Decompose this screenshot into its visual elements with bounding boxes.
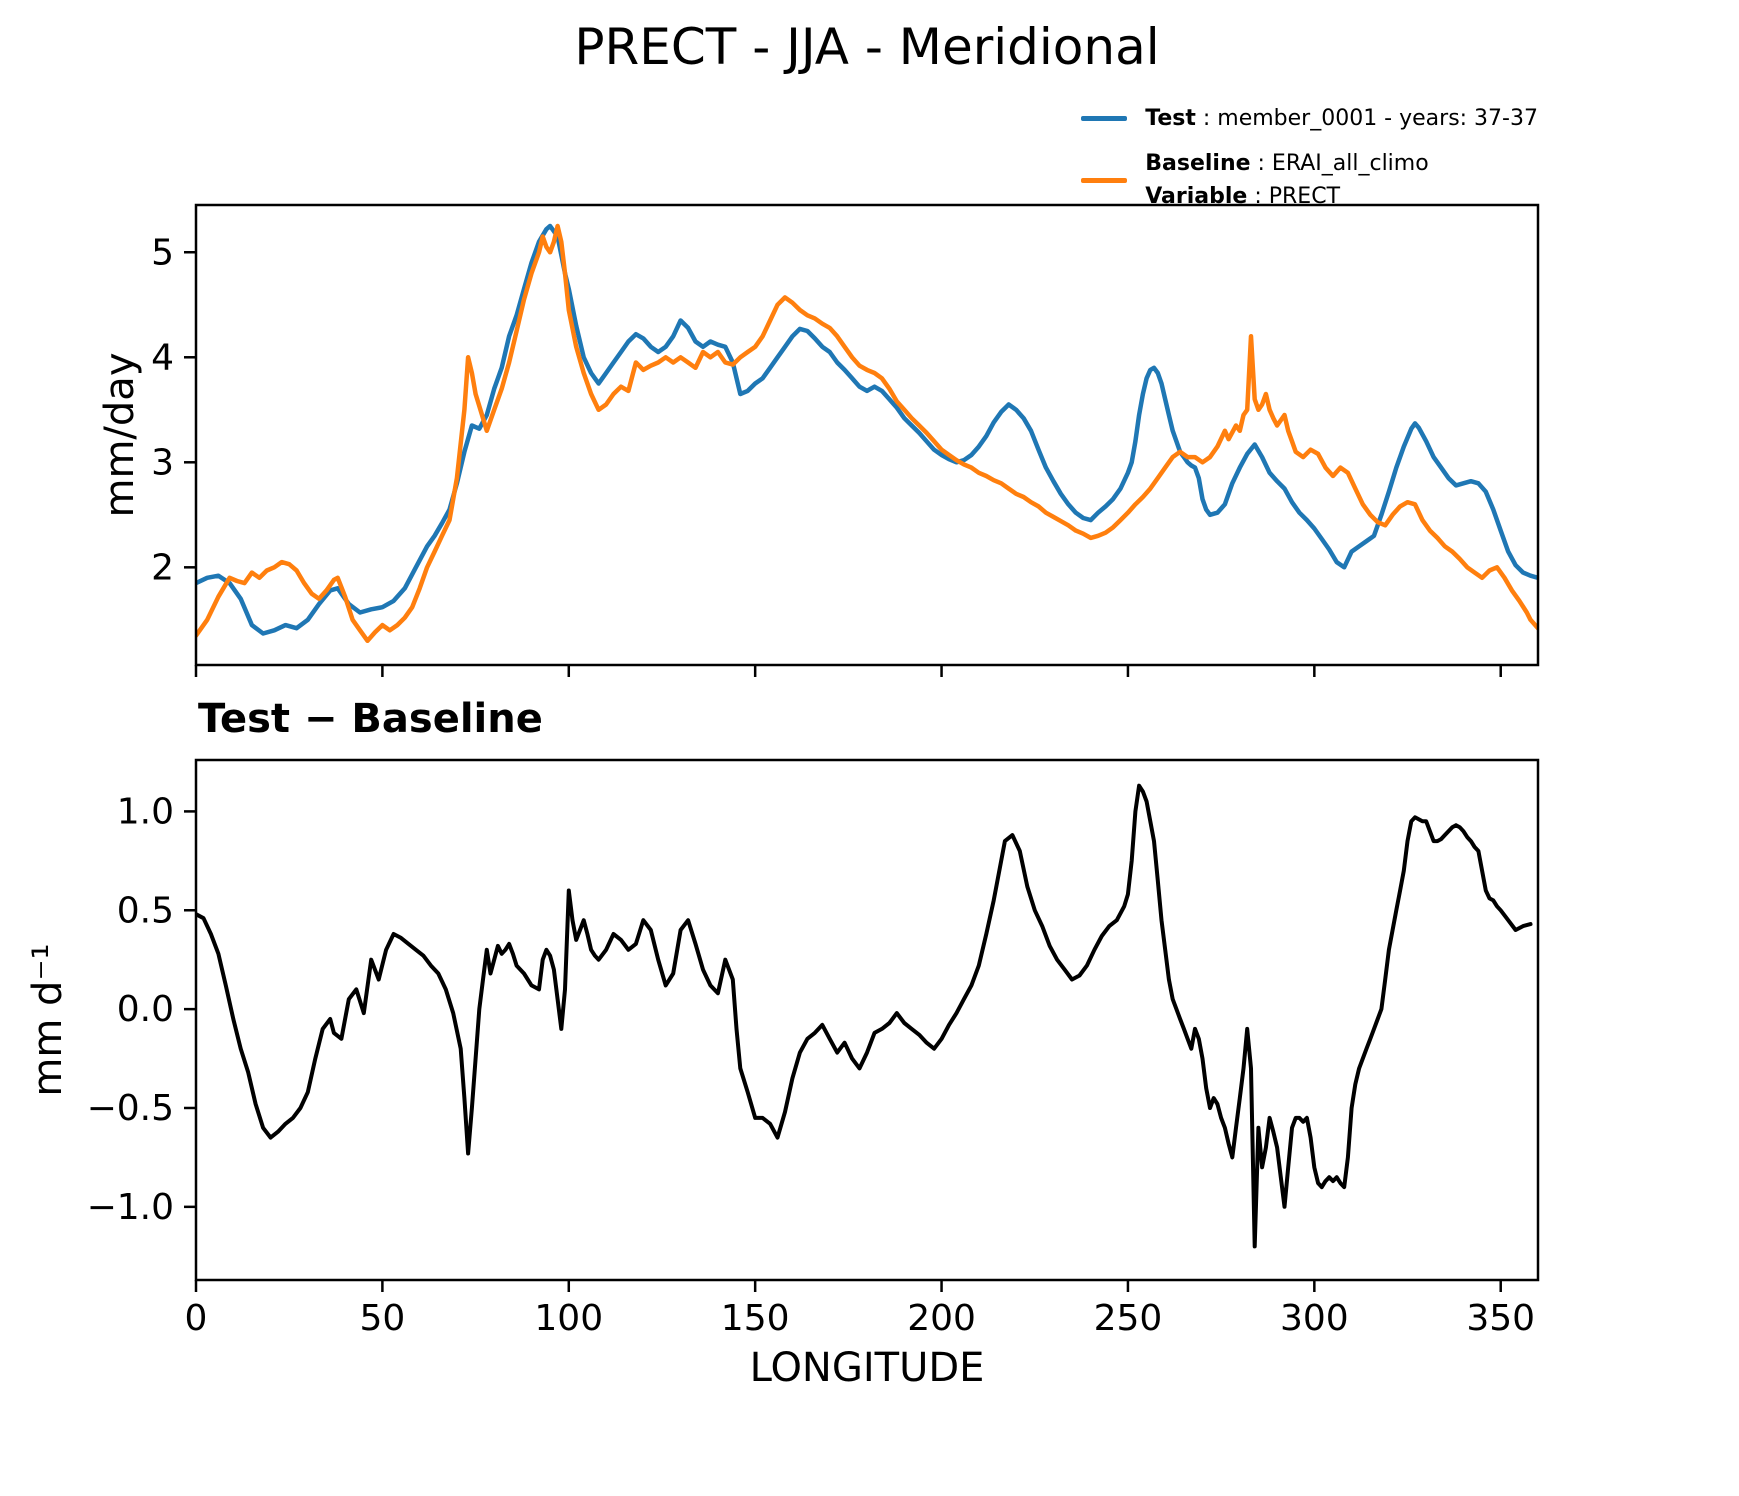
figure-title: PRECT - JJA - Meridional (574, 18, 1160, 76)
y-tick-label: 0.0 (117, 989, 174, 1030)
test-line (196, 223, 1538, 636)
test-minus-baseline-line (196, 783, 1533, 1249)
legend-test-value: : member_0001 - years: 37-37 (1195, 106, 1538, 131)
legend-baseline-label: Baseline : ERAI_all_climo (1145, 147, 1428, 180)
baseline-line (196, 223, 1538, 644)
x-tick-label: 100 (534, 1298, 603, 1339)
y-tick-label: 3 (151, 442, 174, 483)
test-line-swatch (1081, 116, 1128, 121)
x-tick-label: 150 (721, 1298, 790, 1339)
y-tick-label: 2 (151, 547, 174, 588)
x-tick-label: 200 (907, 1298, 976, 1339)
x-tick-label: 350 (1466, 1298, 1535, 1339)
y-tick-label: 4 (151, 337, 174, 378)
y-tick-label: −0.5 (87, 1088, 174, 1129)
x-axis-label: LONGITUDE (749, 1345, 985, 1391)
axes-frame (194, 203, 1540, 667)
legend-test-key: Test (1145, 106, 1196, 131)
legend-test-label: Test : member_0001 - years: 37-37 (1145, 106, 1538, 131)
baseline-line-swatch (1081, 177, 1128, 183)
y-tick-label: 5 (151, 232, 174, 273)
legend-baseline-key: Baseline (1145, 151, 1251, 176)
y-tick-label: 1.0 (117, 791, 174, 832)
x-tick-label: 50 (359, 1298, 405, 1339)
x-tick-label: 300 (1280, 1298, 1349, 1339)
y-tick-label: −1.0 (87, 1187, 174, 1228)
legend-baseline-value: : ERAI_all_climo (1250, 151, 1429, 176)
y-tick-label: 0.5 (117, 890, 174, 931)
axes-frame (194, 758, 1540, 1282)
x-tick-label: 250 (1094, 1298, 1163, 1339)
diff-panel-title: Test − Baseline (198, 696, 543, 742)
legend-entry-test: Test : member_0001 - years: 37-37 (1081, 106, 1538, 131)
x-tick-label: 0 (185, 1298, 208, 1339)
